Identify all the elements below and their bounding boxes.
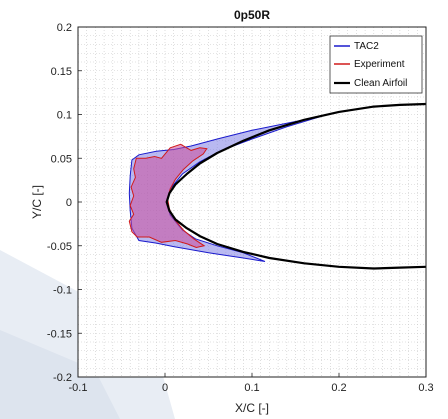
series-clean-airfoil-line [165,102,426,270]
x-tick-label: 0.3 [418,382,433,394]
y-tick-label: 0 [66,197,72,209]
legend: TAC2 Experiment Clean Airfoil [329,35,423,94]
legend-label-experiment: Experiment [354,59,405,70]
y-tick-label: 0.2 [57,22,72,34]
x-tick-label: 0.1 [244,382,259,394]
y-ticks: -0.2 -0.15 -0.1 -0.05 0 0.05 0.1 0.15 0.2 [47,22,82,384]
y-tick-label: 0.05 [51,153,72,165]
x-tick-label: -0.1 [69,382,88,394]
x-tick-label: 0.2 [331,382,346,394]
y-tick-label: 0.1 [57,110,72,122]
y-tick-label: 0.15 [51,66,72,78]
legend-label-tac2: TAC2 [354,41,379,52]
legend-label-clean-airfoil: Clean Airfoil [354,78,407,89]
chart-title: 0p50R [234,8,270,22]
y-tick-label: -0.1 [53,285,72,297]
x-axis-label: X/C [-] [235,401,269,415]
x-ticks: -0.1 0 0.1 0.2 0.3 [69,373,434,394]
x-tick-label: 0 [162,382,168,394]
y-tick-label: -0.2 [53,372,72,384]
y-axis-label: Y/C [-] [30,185,44,219]
y-tick-label: -0.15 [47,328,72,340]
y-tick-label: -0.05 [47,241,72,253]
series-layer [128,102,426,270]
